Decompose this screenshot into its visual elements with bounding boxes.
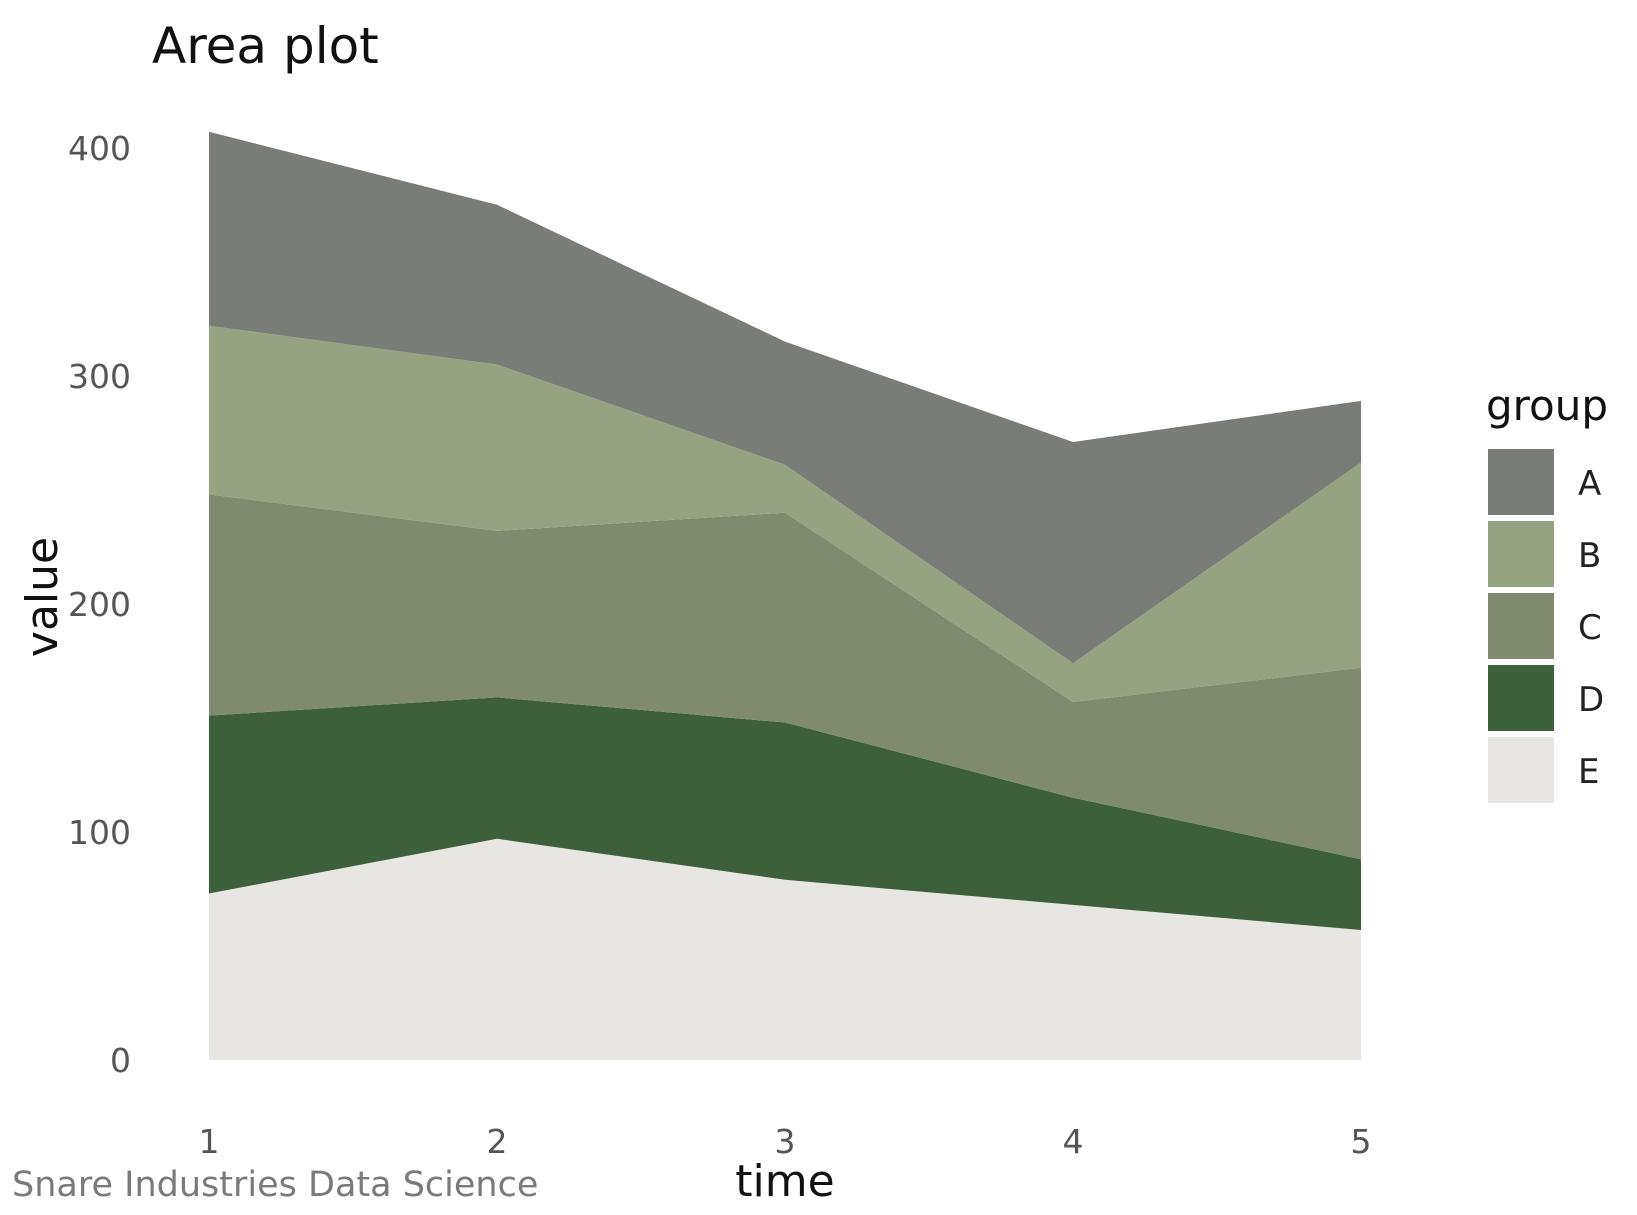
area-series-C [209,494,1361,860]
legend-label-A: A [1578,464,1601,504]
legend-swatch-C [1488,593,1554,659]
caption: Snare Industries Data Science [12,1165,538,1205]
area-series-E [209,838,1361,1060]
y-axis-title: value [17,537,68,657]
x-axis-ticks: 1 2 3 4 5 [199,1122,1372,1161]
chart-title: Area plot [152,17,379,75]
area-layers [209,131,1361,1060]
legend-label-E: E [1578,752,1599,792]
legend-label-B: B [1578,536,1601,576]
legend-swatch-E [1488,737,1554,803]
legend-swatch-D [1488,665,1554,731]
x-tick-label: 5 [1351,1122,1372,1161]
x-tick-label: 1 [199,1122,220,1161]
legend-swatch-A [1488,449,1554,515]
area-series-D [209,697,1361,930]
y-tick-label: 200 [68,585,131,624]
y-axis-ticks: 0 100 200 300 400 [68,129,131,1080]
x-axis-title: time [735,1156,834,1207]
legend-swatch-B [1488,521,1554,587]
legend-label-D: D [1578,680,1604,720]
y-tick-label: 300 [68,357,131,396]
x-tick-label: 4 [1063,1122,1084,1161]
x-tick-label: 3 [775,1122,796,1161]
area-series-A [209,131,1361,664]
area-series-B [209,325,1361,702]
legend-title: group [1486,381,1608,430]
y-tick-label: 400 [68,129,131,168]
y-tick-label: 0 [110,1041,131,1080]
legend-label-C: C [1578,608,1602,648]
y-tick-label: 100 [68,813,131,852]
x-tick-label: 2 [487,1122,508,1161]
